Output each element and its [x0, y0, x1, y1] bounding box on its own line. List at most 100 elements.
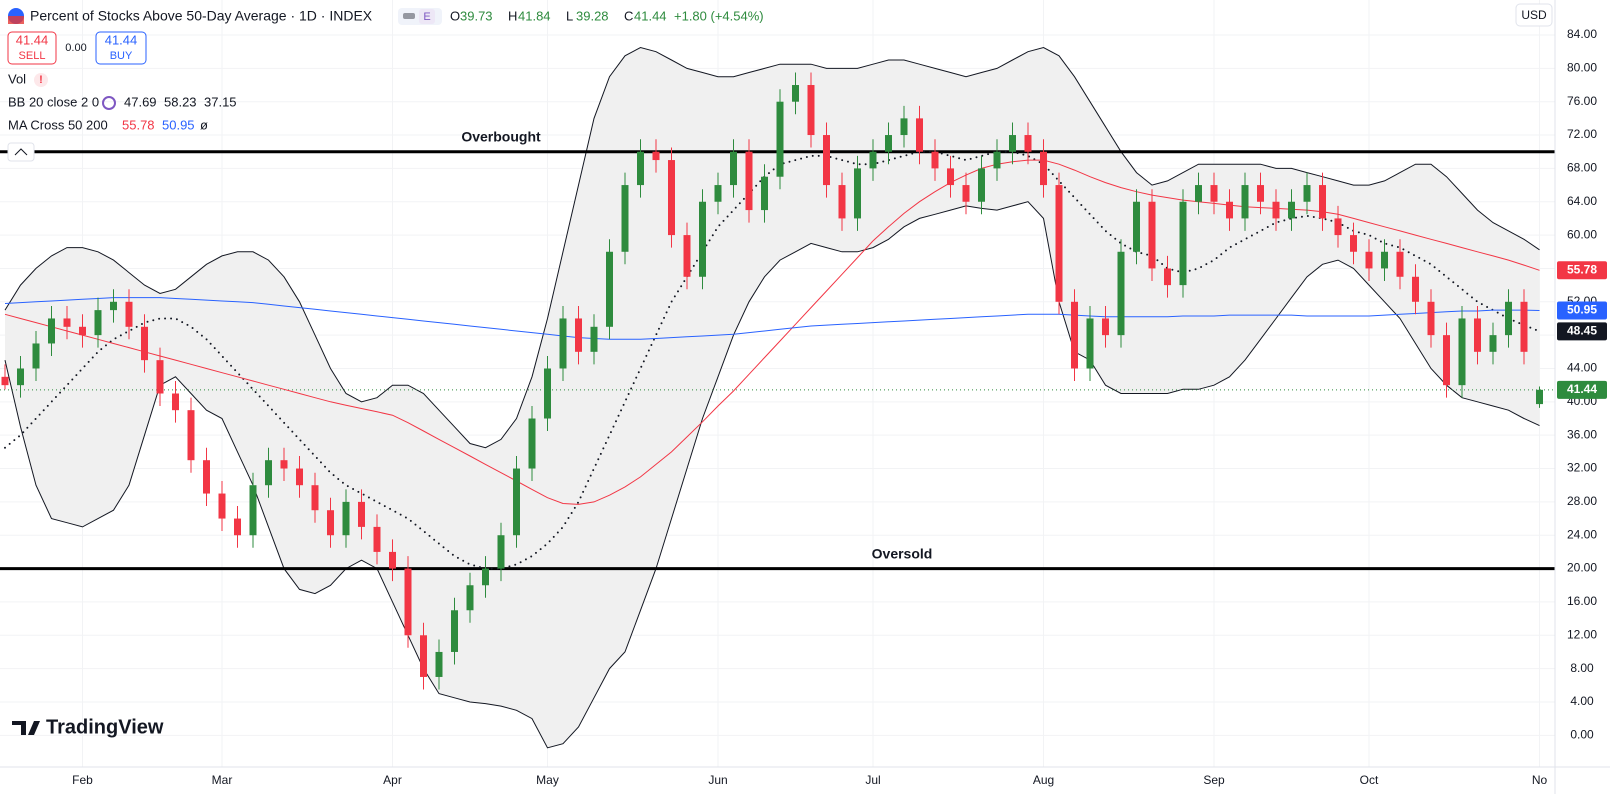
- brand-icon: [12, 721, 40, 735]
- badge-icon: [403, 13, 415, 19]
- price-label-bg: [1557, 380, 1607, 399]
- currency[interactable]: USD: [1521, 8, 1547, 22]
- candle-body: [559, 318, 567, 369]
- band-upper: [4, 46, 1540, 449]
- price-label-bg: [1557, 322, 1607, 341]
- ohlc-key: H: [508, 8, 517, 23]
- candle-body: [1350, 235, 1357, 252]
- candle-body: [1102, 318, 1109, 336]
- candle-body: [1489, 335, 1497, 352]
- sell-label: SELL: [19, 50, 46, 62]
- collapse-button[interactable]: [7, 142, 35, 162]
- candle-body: [482, 568, 489, 586]
- indicator-value: 47.69: [124, 94, 157, 109]
- candle-body: [1443, 335, 1450, 386]
- y-tick-label: 20.00: [1567, 561, 1597, 575]
- candle-body: [311, 485, 319, 511]
- candle-body: [32, 343, 40, 369]
- y-tick-label: 44.00: [1567, 361, 1597, 375]
- x-tick-label: Aug: [1033, 773, 1054, 787]
- reference-label: Overbought: [461, 128, 541, 144]
- candle-body: [544, 368, 551, 419]
- candle-body: [668, 160, 675, 236]
- candle-body: [327, 510, 334, 536]
- y-tick-label: 12.00: [1567, 627, 1597, 641]
- candle-body: [1, 376, 9, 386]
- indicator-name: MA Cross 50 200: [8, 117, 108, 132]
- candle-body: [575, 318, 582, 352]
- candle-body: [900, 118, 908, 136]
- currency-button[interactable]: [1515, 3, 1553, 27]
- candle-body: [420, 635, 427, 677]
- badge-e-text: E: [423, 11, 430, 23]
- ohlc-key: L: [566, 8, 573, 23]
- candle-body: [528, 418, 536, 469]
- candle-body: [187, 410, 195, 461]
- candle-body: [389, 551, 396, 569]
- candle-body: [978, 168, 985, 202]
- x-tick-label: May: [536, 773, 559, 787]
- x-tick-label: Jul: [865, 773, 880, 787]
- sell-button[interactable]: [7, 31, 57, 65]
- candle-body: [931, 151, 939, 169]
- candle-body: [110, 301, 117, 311]
- candle-body: [606, 251, 613, 327]
- ohlc-value: 41.44: [634, 8, 667, 23]
- flag-icon-stripe: [8, 16, 24, 24]
- indicator-value: 37.15: [204, 94, 237, 109]
- candle-body: [404, 568, 412, 636]
- candle-body: [497, 535, 505, 569]
- candle-body: [776, 101, 784, 177]
- candle-body: [203, 460, 210, 494]
- y-tick-label: 36.00: [1567, 427, 1597, 441]
- candle-body: [1164, 268, 1171, 286]
- candle-body: [172, 393, 179, 411]
- candle-body: [1210, 185, 1218, 202]
- buy-button[interactable]: [95, 31, 147, 65]
- candle-body: [1303, 185, 1311, 202]
- price-label: 41.44: [1567, 382, 1597, 396]
- candle-body: [590, 326, 598, 352]
- candle-body: [1396, 251, 1404, 277]
- chart-title: Percent of Stocks Above 50-Day Average ·…: [30, 8, 373, 24]
- indicator-name: BB 20 close 2 0: [8, 94, 99, 109]
- y-tick-label: 60.00: [1567, 227, 1597, 241]
- candle-body: [947, 168, 954, 186]
- badge-e: [419, 9, 435, 24]
- candle-body: [838, 185, 846, 219]
- candle-body: [451, 610, 458, 652]
- candle-body: [854, 168, 861, 219]
- y-tick-label: 16.00: [1567, 594, 1597, 608]
- candle-body: [1365, 251, 1373, 269]
- indicator-value: 58.23: [164, 94, 197, 109]
- reference-label: Oversold: [872, 545, 933, 561]
- x-tick-label: Oct: [1360, 773, 1379, 787]
- price-label-bg: [1557, 301, 1607, 320]
- candle-body: [1179, 201, 1187, 286]
- candle-body: [1195, 185, 1202, 202]
- indicator-suffix: ø: [200, 117, 208, 132]
- candle-body: [280, 460, 288, 469]
- candle-body: [1474, 318, 1481, 352]
- candle-body: [792, 85, 799, 102]
- candle-body: [637, 151, 644, 186]
- y-tick-label: 8.00: [1570, 661, 1594, 675]
- band-fill: [5, 47, 1540, 748]
- candle-body: [683, 235, 691, 277]
- candle-body: [79, 326, 86, 336]
- candle-body: [1024, 135, 1032, 152]
- x-tick-label: Mar: [212, 773, 233, 787]
- price-label: 50.95: [1567, 303, 1597, 317]
- sync-icon: [102, 96, 116, 110]
- candle-body: [94, 310, 102, 336]
- price-label-bg: [1557, 261, 1607, 280]
- indicator-name: Vol: [8, 71, 26, 86]
- indicator-line: [4, 297, 1540, 340]
- price-label: 55.78: [1567, 262, 1597, 276]
- candle-body: [714, 185, 722, 202]
- y-tick-label: 32.00: [1567, 461, 1597, 475]
- candle-body: [807, 85, 815, 136]
